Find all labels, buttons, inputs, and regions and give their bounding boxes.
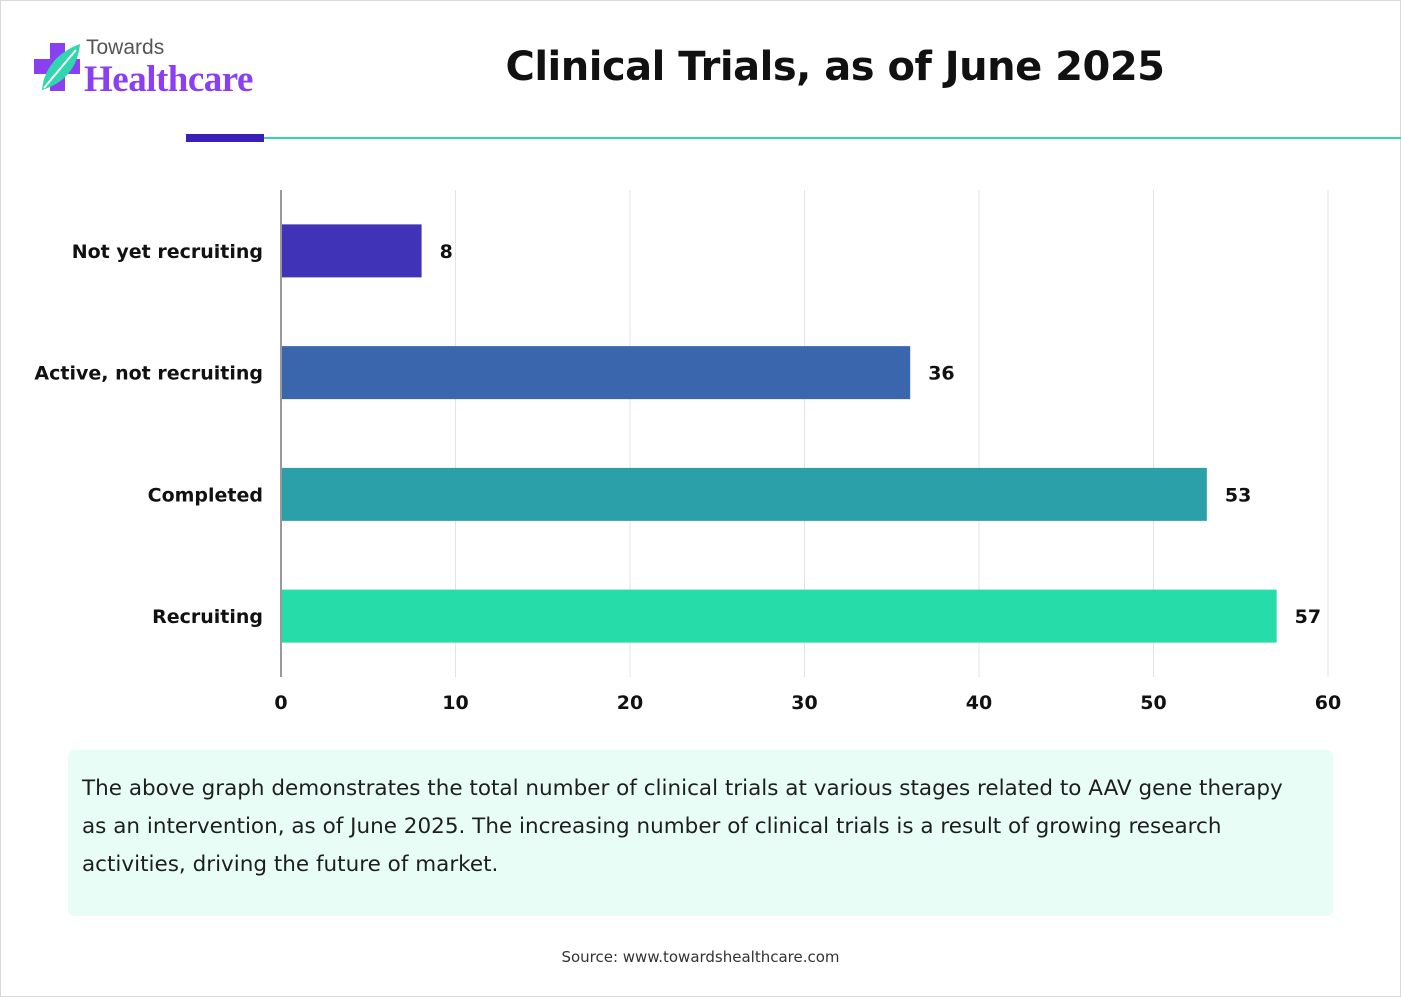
x-tick-label: 0 <box>274 692 287 714</box>
header-divider-line <box>264 137 1401 139</box>
x-tick-label: 20 <box>617 692 643 714</box>
category-label: Recruiting <box>152 606 263 628</box>
x-tick-label: 40 <box>966 692 992 714</box>
brand-name-top: Towards <box>86 36 165 59</box>
category-label: Active, not recruiting <box>34 363 263 385</box>
page-title: Clinical Trials, as of June 2025 <box>505 44 1165 90</box>
bar <box>282 224 422 278</box>
value-label: 57 <box>1295 606 1321 628</box>
bar-chart: Not yet recruiting 8 Active, not recruitin… <box>34 190 1341 714</box>
description-text: The above graph demonstrates the total n… <box>82 776 1283 877</box>
bar <box>282 346 911 400</box>
brand-name-bottom: Healthcare <box>84 59 253 100</box>
bar <box>282 467 1207 521</box>
category-label: Completed <box>148 484 263 506</box>
x-tick-label: 10 <box>442 692 468 714</box>
value-label: 36 <box>928 363 954 385</box>
source-credit: Source: www.towardshealthcare.com <box>561 948 840 966</box>
value-label: 8 <box>440 241 453 263</box>
bar <box>282 589 1277 643</box>
description-box: The above graph demonstrates the total n… <box>68 750 1333 916</box>
x-tick-label: 50 <box>1140 692 1166 714</box>
medical-cross-leaf-icon <box>34 43 80 91</box>
brand-logo: Towards Healthcare <box>28 36 268 100</box>
x-tick-label: 30 <box>791 692 817 714</box>
value-label: 53 <box>1225 484 1251 506</box>
x-tick-label: 60 <box>1315 692 1341 714</box>
category-label: Not yet recruiting <box>72 241 263 263</box>
header-accent-bar <box>186 134 264 142</box>
